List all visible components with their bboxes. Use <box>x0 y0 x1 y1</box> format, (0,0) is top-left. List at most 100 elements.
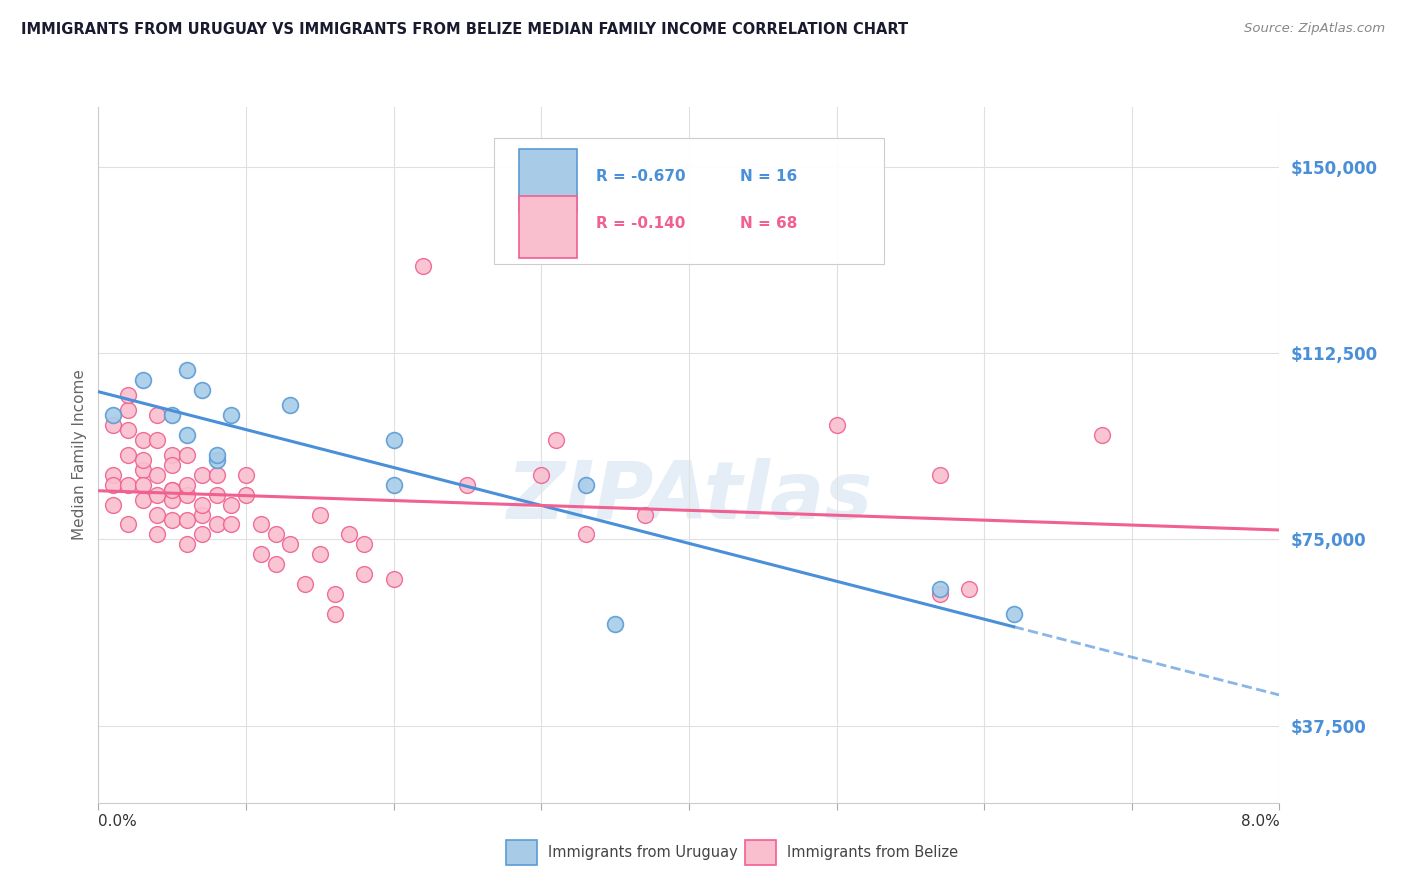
Point <box>605 616 627 631</box>
Point <box>146 467 169 482</box>
Bar <box>506 840 537 865</box>
Point <box>530 467 553 482</box>
Text: N = 16: N = 16 <box>740 169 797 184</box>
Point <box>294 577 316 591</box>
Point <box>928 467 950 482</box>
Point <box>337 527 360 541</box>
Point <box>957 582 980 596</box>
Point <box>235 488 257 502</box>
Point <box>132 477 155 491</box>
Point <box>132 463 155 477</box>
Text: Immigrants from Belize: Immigrants from Belize <box>787 846 959 860</box>
Bar <box>745 840 776 865</box>
Point <box>308 547 332 561</box>
Point <box>633 508 655 522</box>
Point <box>162 512 183 526</box>
Point <box>117 403 139 417</box>
Point <box>146 408 169 422</box>
Point <box>191 527 214 541</box>
Point <box>103 498 124 512</box>
Point <box>176 537 198 551</box>
Point <box>146 488 169 502</box>
Point <box>103 418 124 433</box>
Point <box>103 408 124 422</box>
Point <box>323 587 346 601</box>
Point <box>146 433 169 447</box>
Point <box>162 408 183 422</box>
Point <box>132 492 155 507</box>
Point <box>264 558 287 572</box>
Point <box>176 477 198 491</box>
Point <box>544 433 567 447</box>
Point <box>205 488 228 502</box>
Y-axis label: Median Family Income: Median Family Income <box>72 369 87 541</box>
Point <box>1002 607 1025 621</box>
Point <box>308 508 332 522</box>
Text: Source: ZipAtlas.com: Source: ZipAtlas.com <box>1244 22 1385 36</box>
Point <box>928 582 950 596</box>
Text: R = -0.140: R = -0.140 <box>596 216 685 231</box>
Point <box>191 498 214 512</box>
Point <box>574 527 596 541</box>
Point <box>456 477 478 491</box>
Text: R = -0.670: R = -0.670 <box>596 169 685 184</box>
FancyBboxPatch shape <box>494 138 884 263</box>
FancyBboxPatch shape <box>519 149 576 211</box>
Point <box>353 537 375 551</box>
Point <box>146 527 169 541</box>
Point <box>235 467 257 482</box>
Point <box>162 458 183 472</box>
Text: Immigrants from Uruguay: Immigrants from Uruguay <box>548 846 738 860</box>
Point <box>103 467 124 482</box>
Point <box>264 527 287 541</box>
Point <box>1091 428 1114 442</box>
Point <box>250 517 273 532</box>
Point <box>162 483 183 497</box>
Point <box>162 492 183 507</box>
Point <box>176 512 198 526</box>
Point <box>382 477 405 491</box>
Text: ZIPAtlas: ZIPAtlas <box>506 458 872 536</box>
Point <box>176 363 198 377</box>
Point <box>132 433 155 447</box>
Point <box>205 453 228 467</box>
Text: N = 68: N = 68 <box>740 216 797 231</box>
Point <box>219 498 242 512</box>
Point <box>219 517 242 532</box>
Point <box>323 607 346 621</box>
Point <box>117 517 139 532</box>
Point <box>205 448 228 462</box>
Point <box>382 433 405 447</box>
Point <box>928 587 950 601</box>
Point <box>146 508 169 522</box>
Point <box>176 488 198 502</box>
Point <box>117 423 139 437</box>
Point <box>191 384 214 398</box>
Point <box>162 448 183 462</box>
Point <box>382 572 405 586</box>
Point <box>132 373 155 387</box>
Point <box>205 517 228 532</box>
Point <box>117 477 139 491</box>
Text: 0.0%: 0.0% <box>98 814 138 829</box>
Point <box>191 508 214 522</box>
Point <box>278 537 301 551</box>
Point <box>176 448 198 462</box>
Point <box>132 453 155 467</box>
Point <box>412 259 434 273</box>
Point <box>191 467 214 482</box>
Point <box>162 483 183 497</box>
Point <box>574 477 596 491</box>
Point <box>353 567 375 582</box>
Point <box>205 467 228 482</box>
Text: IMMIGRANTS FROM URUGUAY VS IMMIGRANTS FROM BELIZE MEDIAN FAMILY INCOME CORRELATI: IMMIGRANTS FROM URUGUAY VS IMMIGRANTS FR… <box>21 22 908 37</box>
FancyBboxPatch shape <box>519 196 576 258</box>
Point <box>117 448 139 462</box>
Text: 8.0%: 8.0% <box>1240 814 1279 829</box>
Point <box>176 428 198 442</box>
Point <box>278 398 301 412</box>
Point <box>103 477 124 491</box>
Point <box>219 408 242 422</box>
Point <box>825 418 848 433</box>
Point <box>250 547 273 561</box>
